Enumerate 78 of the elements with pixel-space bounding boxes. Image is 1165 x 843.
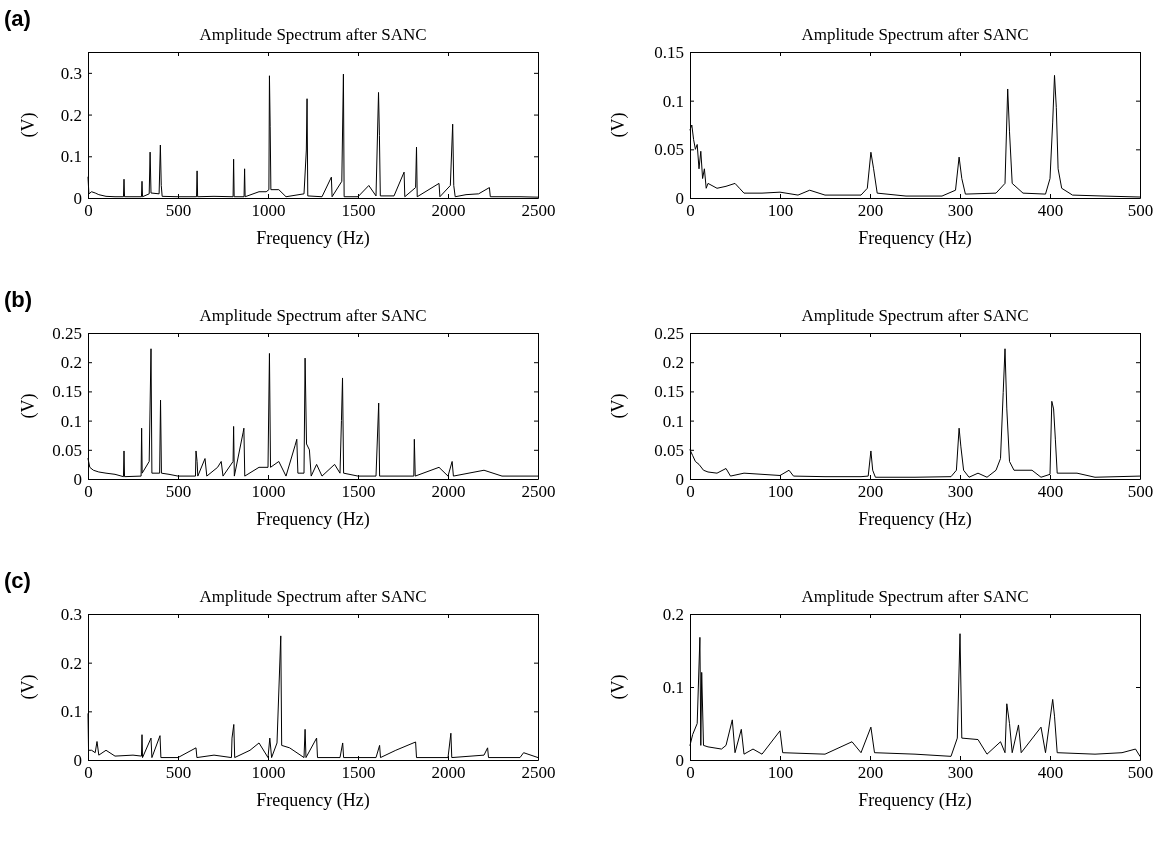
y-tick-label: 0.25 (52, 323, 82, 343)
x-tick-label: 300 (947, 201, 974, 221)
x-tick-label: 2000 (431, 201, 466, 221)
y-tick-label: 0.1 (662, 411, 684, 431)
y-axis-title: (V) (18, 112, 39, 138)
y-tick-label: 0.2 (60, 105, 82, 125)
x-tick-label: 1000 (251, 482, 286, 502)
chart-title: Amplitude Spectrum after SANC (199, 306, 427, 325)
x-axis-title: Frequency (Hz) (256, 509, 370, 530)
chart-title: Amplitude Spectrum after SANC (801, 25, 1029, 44)
x-tick-label: 400 (1037, 201, 1064, 221)
y-axis-title: (V) (608, 674, 629, 700)
x-tick-label: 500 (165, 482, 192, 502)
chart-title: Amplitude Spectrum after SANC (199, 587, 427, 606)
x-tick-label: 1500 (341, 763, 376, 783)
x-tick-label: 200 (857, 201, 884, 221)
chart-title: Amplitude Spectrum after SANC (801, 587, 1029, 606)
y-tick-label: 0.05 (654, 140, 684, 160)
y-tick-label: 0.1 (60, 147, 82, 167)
x-tick-label: 2000 (431, 482, 466, 502)
y-tick-label: 0 (675, 188, 684, 208)
x-tick-label: 2500 (521, 763, 556, 783)
y-axis-title: (V) (608, 112, 629, 138)
y-tick-label: 0.15 (654, 382, 684, 402)
x-tick-label: 100 (767, 201, 794, 221)
y-axis-title: (V) (608, 393, 629, 419)
y-tick-label: 0 (73, 469, 82, 489)
x-tick-label: 500 (1127, 482, 1154, 502)
y-tick-label: 0.15 (654, 42, 684, 62)
y-tick-label: 0.1 (662, 677, 684, 697)
x-axis-title: Frequency (Hz) (256, 790, 370, 811)
y-tick-label: 0.05 (654, 440, 684, 460)
y-tick-label: 0.3 (60, 63, 82, 83)
y-tick-label: 0.2 (60, 353, 82, 373)
x-tick-label: 500 (165, 201, 192, 221)
text: (c) (4, 568, 31, 593)
x-tick-label: 400 (1037, 763, 1064, 783)
x-tick-label: 500 (1127, 763, 1154, 783)
text: (a) (4, 6, 31, 31)
x-tick-label: 300 (947, 763, 974, 783)
y-tick-label: 0.2 (60, 653, 82, 673)
x-axis-title: Frequency (Hz) (858, 790, 972, 811)
x-axis-title: Frequency (Hz) (858, 228, 972, 249)
x-tick-label: 1500 (341, 482, 376, 502)
chart-title: Amplitude Spectrum after SANC (199, 25, 427, 44)
y-tick-label: 0.1 (60, 702, 82, 722)
x-tick-label: 200 (857, 482, 884, 502)
y-tick-label: 0.1 (60, 411, 82, 431)
x-tick-label: 2500 (521, 201, 556, 221)
x-tick-label: 1000 (251, 763, 286, 783)
x-tick-label: 2500 (521, 482, 556, 502)
y-tick-label: 0.1 (662, 91, 684, 111)
y-tick-label: 0.25 (654, 323, 684, 343)
x-tick-label: 200 (857, 763, 884, 783)
y-axis-title: (V) (18, 674, 39, 700)
y-tick-label: 0 (675, 750, 684, 770)
x-axis-title: Frequency (Hz) (256, 228, 370, 249)
y-tick-label: 0.15 (52, 382, 82, 402)
y-tick-label: 0 (675, 469, 684, 489)
x-tick-label: 100 (767, 482, 794, 502)
y-tick-label: 0.3 (60, 604, 82, 624)
x-axis-title: Frequency (Hz) (858, 509, 972, 530)
x-tick-label: 500 (165, 763, 192, 783)
x-tick-label: 1500 (341, 201, 376, 221)
text: (b) (4, 287, 33, 312)
y-axis-title: (V) (18, 393, 39, 419)
x-tick-label: 100 (767, 763, 794, 783)
y-tick-label: 0 (73, 750, 82, 770)
x-tick-label: 300 (947, 482, 974, 502)
y-tick-label: 0.2 (662, 604, 684, 624)
x-tick-label: 400 (1037, 482, 1064, 502)
x-tick-label: 500 (1127, 201, 1154, 221)
x-tick-label: 1000 (251, 201, 286, 221)
x-tick-label: 2000 (431, 763, 466, 783)
y-tick-label: 0.2 (662, 353, 684, 373)
chart-title: Amplitude Spectrum after SANC (801, 306, 1029, 325)
y-tick-label: 0 (73, 188, 82, 208)
y-tick-label: 0.05 (52, 440, 82, 460)
